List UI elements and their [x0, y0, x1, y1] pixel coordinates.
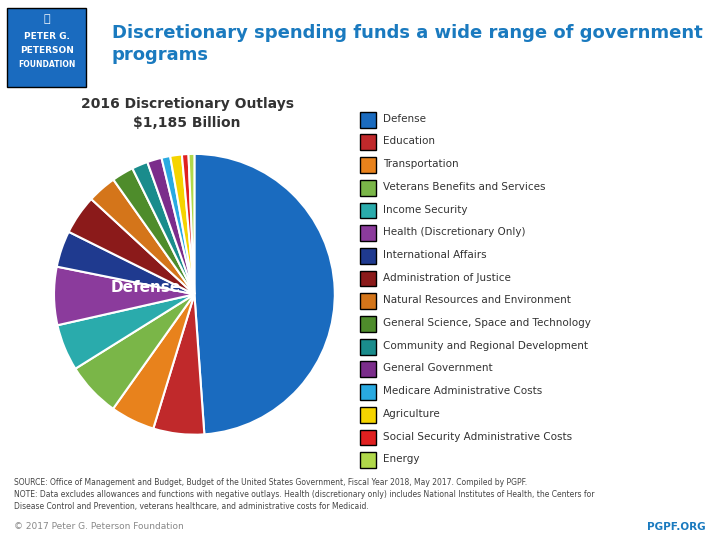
- Text: Transportation: Transportation: [383, 159, 459, 169]
- Wedge shape: [113, 294, 194, 429]
- Text: PGPF.ORG: PGPF.ORG: [647, 522, 706, 531]
- FancyBboxPatch shape: [360, 384, 376, 400]
- Text: Agriculture: Agriculture: [383, 409, 441, 419]
- Text: Community and Regional Development: Community and Regional Development: [383, 341, 588, 351]
- Text: Medicare Administrative Costs: Medicare Administrative Costs: [383, 386, 542, 396]
- Text: International Affairs: International Affairs: [383, 250, 487, 260]
- Wedge shape: [194, 154, 335, 434]
- FancyBboxPatch shape: [360, 180, 376, 195]
- Text: Discretionary spending funds a wide range of government
programs: Discretionary spending funds a wide rang…: [112, 24, 702, 64]
- Text: 2016 Discretionary Outlays
$1,185 Billion: 2016 Discretionary Outlays $1,185 Billio…: [81, 97, 294, 130]
- Wedge shape: [153, 294, 204, 435]
- Wedge shape: [132, 162, 194, 294]
- FancyBboxPatch shape: [360, 248, 376, 264]
- FancyBboxPatch shape: [360, 407, 376, 423]
- Wedge shape: [91, 180, 194, 294]
- Text: Veterans Benefits and Services: Veterans Benefits and Services: [383, 182, 546, 192]
- Wedge shape: [57, 232, 194, 294]
- Text: Administration of Justice: Administration of Justice: [383, 273, 510, 282]
- Wedge shape: [189, 154, 194, 294]
- Wedge shape: [68, 199, 194, 294]
- Text: Natural Resources and Environment: Natural Resources and Environment: [383, 295, 571, 306]
- Text: General Government: General Government: [383, 363, 492, 374]
- Text: Social Security Administrative Costs: Social Security Administrative Costs: [383, 431, 572, 442]
- Text: Income Security: Income Security: [383, 205, 467, 214]
- Wedge shape: [148, 158, 194, 294]
- Text: © 2017 Peter G. Peterson Foundation: © 2017 Peter G. Peterson Foundation: [14, 522, 184, 531]
- Wedge shape: [58, 294, 194, 369]
- Text: Energy: Energy: [383, 454, 420, 464]
- FancyBboxPatch shape: [360, 361, 376, 377]
- FancyBboxPatch shape: [360, 225, 376, 241]
- FancyBboxPatch shape: [360, 339, 376, 355]
- Text: PETERSON: PETERSON: [20, 46, 73, 55]
- FancyBboxPatch shape: [360, 202, 376, 218]
- FancyBboxPatch shape: [7, 8, 86, 87]
- FancyBboxPatch shape: [360, 157, 376, 173]
- Text: Defense: Defense: [110, 280, 181, 295]
- Wedge shape: [170, 154, 194, 294]
- FancyBboxPatch shape: [360, 316, 376, 332]
- Text: General Science, Space and Technology: General Science, Space and Technology: [383, 318, 591, 328]
- Text: SOURCE: Office of Management and Budget, Budget of the United States Government,: SOURCE: Office of Management and Budget,…: [14, 478, 595, 510]
- FancyBboxPatch shape: [360, 293, 376, 309]
- Text: PETER G.: PETER G.: [24, 32, 70, 42]
- Wedge shape: [76, 294, 194, 409]
- Wedge shape: [182, 154, 194, 294]
- FancyBboxPatch shape: [360, 271, 376, 286]
- FancyBboxPatch shape: [360, 112, 376, 127]
- Text: Defense: Defense: [383, 114, 426, 124]
- Wedge shape: [161, 156, 194, 294]
- Wedge shape: [54, 267, 194, 325]
- FancyBboxPatch shape: [360, 429, 376, 445]
- Text: FOUNDATION: FOUNDATION: [18, 59, 76, 69]
- FancyBboxPatch shape: [360, 452, 376, 468]
- FancyBboxPatch shape: [360, 134, 376, 150]
- Text: Education: Education: [383, 137, 435, 146]
- Wedge shape: [113, 168, 194, 294]
- Text: Health (Discretionary Only): Health (Discretionary Only): [383, 227, 526, 237]
- Text: 🔥: 🔥: [43, 15, 50, 24]
